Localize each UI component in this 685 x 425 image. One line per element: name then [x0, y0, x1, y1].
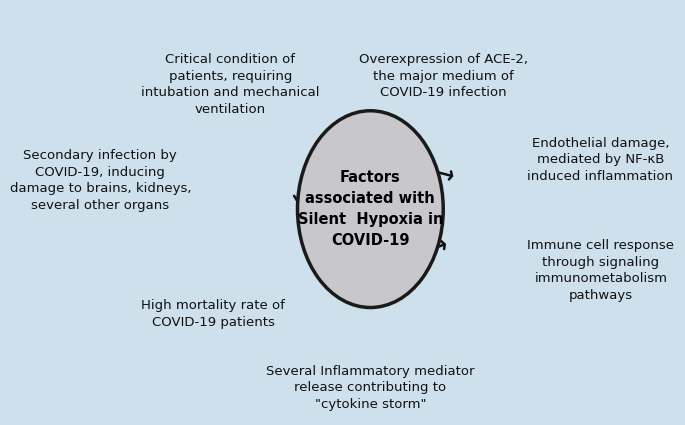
Text: Several Inflammatory mediator
release contributing to
"cytokine storm": Several Inflammatory mediator release co… [266, 365, 475, 411]
Text: Critical condition of
patients, requiring
intubation and mechanical
ventilation: Critical condition of patients, requirin… [141, 54, 319, 116]
Text: Overexpression of ACE-2,
the major medium of
COVID-19 infection: Overexpression of ACE-2, the major mediu… [359, 54, 527, 99]
Ellipse shape [297, 111, 443, 308]
Text: Immune cell response
through signaling
immunometabolism
pathways: Immune cell response through signaling i… [527, 239, 674, 302]
Text: High mortality rate of
COVID-19 patients: High mortality rate of COVID-19 patients [142, 299, 286, 329]
Text: Endothelial damage,
mediated by NF-κB
induced inflammation: Endothelial damage, mediated by NF-κB in… [527, 137, 673, 183]
Text: Factors
associated with
Silent  Hypoxia in
COVID-19: Factors associated with Silent Hypoxia i… [297, 170, 443, 248]
Text: Secondary infection by
COVID-19, inducing
damage to brains, kidneys,
several oth: Secondary infection by COVID-19, inducin… [10, 149, 191, 212]
